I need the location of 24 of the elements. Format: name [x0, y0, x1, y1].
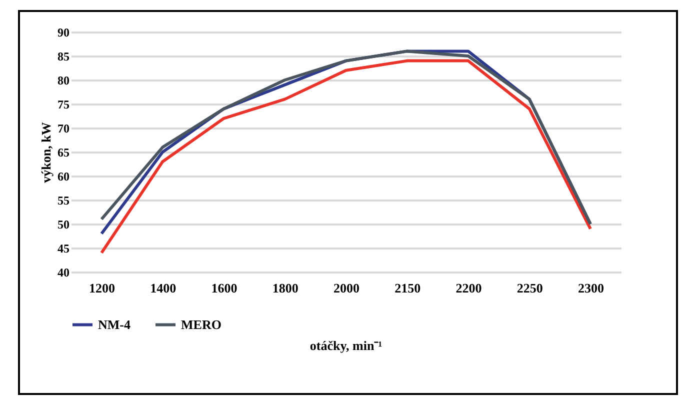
y-tick-label: 60 [58, 170, 70, 184]
x-tick-label: 2150 [394, 280, 421, 296]
x-tick-label: 1400 [150, 280, 176, 296]
legend-label: MERO [181, 316, 222, 332]
x-tick-label: 1800 [272, 280, 298, 296]
y-tick-label: 70 [58, 122, 70, 136]
y-tick-label: 45 [58, 242, 70, 256]
x-tick-label: 2300 [578, 280, 604, 296]
y-axis-title: výkon, kW [38, 122, 54, 183]
x-tick-label: 2000 [334, 280, 360, 296]
x-tick-label: 2250 [516, 280, 543, 296]
y-tick-label: 40 [58, 266, 70, 280]
legend-label: NM-4 [98, 316, 131, 332]
y-tick-label: 50 [58, 218, 70, 232]
x-axis-title: otáčky, min⁻¹ [310, 338, 382, 353]
y-tick-label: 55 [58, 194, 70, 208]
y-tick-label: 85 [58, 50, 70, 64]
x-tick-label: 2200 [456, 280, 482, 296]
x-tick-label: 1200 [89, 280, 116, 296]
y-tick-label: 80 [58, 74, 70, 88]
y-tick-label: 90 [58, 26, 70, 40]
x-tick-label: 1600 [211, 280, 238, 296]
y-tick-label: 65 [58, 146, 70, 160]
y-tick-label: 75 [58, 98, 70, 112]
